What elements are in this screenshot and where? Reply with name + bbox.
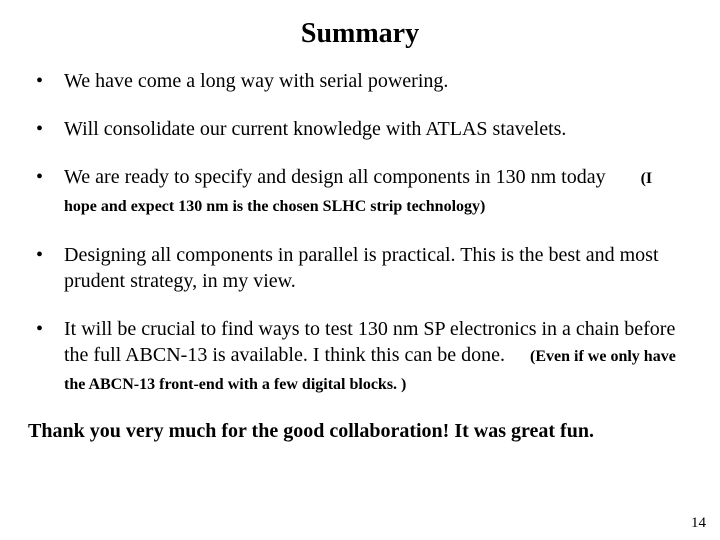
bullet-text: It will be crucial to find ways to test … [64,316,682,398]
bullet-dot-icon: • [32,316,64,342]
bullet-dot-icon: • [32,116,64,142]
thank-you-text: Thank you very much for the good collabo… [28,420,692,443]
bullet-text: Will consolidate our current knowledge w… [64,116,682,142]
bullet-main-text: We are ready to specify and design all c… [64,166,606,188]
slide: Summary • We have come a long way with s… [0,0,720,540]
bullet-list: • We have come a long way with serial po… [32,68,682,398]
bullet-dot-icon: • [32,164,64,190]
bullet-item: • Will consolidate our current knowledge… [32,116,682,142]
bullet-text: We are ready to specify and design all c… [64,164,682,220]
bullet-text: We have come a long way with serial powe… [64,68,682,94]
page-number: 14 [691,515,706,532]
bullet-text: Designing all components in parallel is … [64,242,682,294]
bullet-item: • We have come a long way with serial po… [32,68,682,94]
slide-title: Summary [28,18,692,50]
bullet-item: • We are ready to specify and design all… [32,164,682,220]
bullet-dot-icon: • [32,242,64,268]
bullet-dot-icon: • [32,68,64,94]
bullet-item: • Designing all components in parallel i… [32,242,682,294]
bullet-item: • It will be crucial to find ways to tes… [32,316,682,398]
